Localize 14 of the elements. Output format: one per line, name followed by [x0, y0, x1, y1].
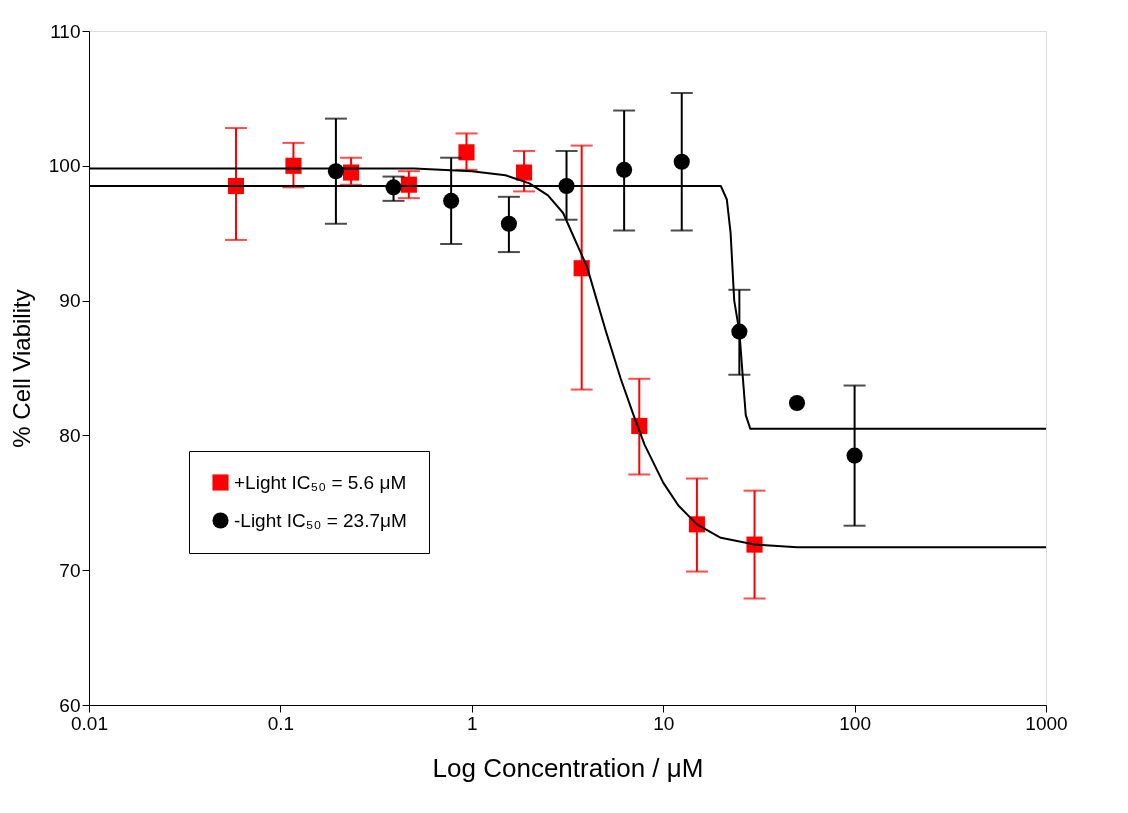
- x-tick-label: 0.1: [267, 712, 295, 734]
- y-tick-label: 100: [48, 155, 81, 177]
- y-tick-label: 70: [59, 559, 81, 581]
- legend-label: -Light IC₅₀ = 23.7μM: [234, 509, 407, 531]
- y-tick-label: 90: [59, 290, 81, 312]
- x-tick-label: 1000: [1025, 712, 1068, 734]
- y-axis-title: % Cell Viability: [7, 289, 35, 448]
- x-axis-title: Log Concentration / μM: [432, 752, 704, 783]
- x-tick-label: 100: [839, 712, 871, 734]
- x-tick-label: 1: [467, 712, 478, 734]
- y-tick-label: 110: [50, 20, 81, 42]
- x-tick-label: 10: [653, 712, 675, 734]
- y-tick-label: 80: [59, 424, 81, 446]
- legend-label: +Light IC₅₀ = 5.6 μM: [234, 471, 407, 493]
